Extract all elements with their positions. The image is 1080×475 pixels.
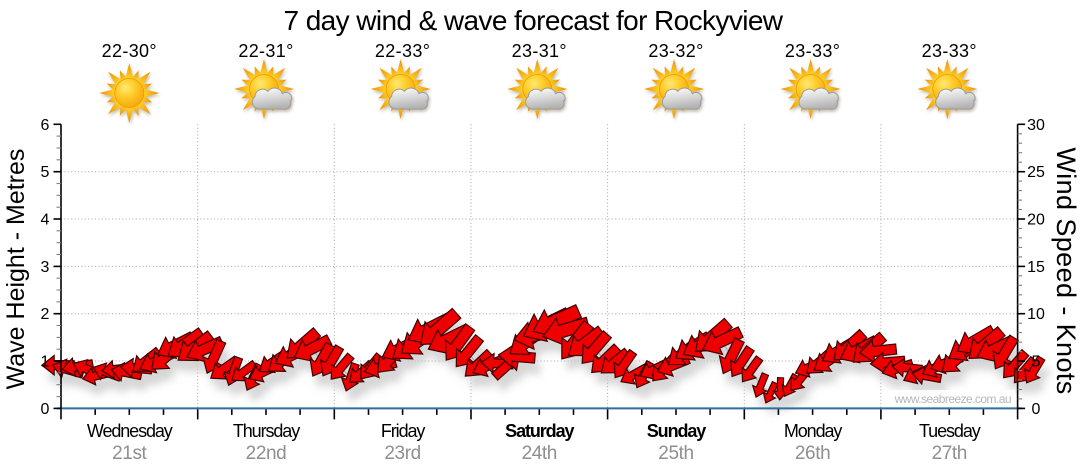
svg-text:20: 20 <box>1027 212 1045 229</box>
svg-text:2: 2 <box>41 306 50 323</box>
svg-text:23-32°: 23-32° <box>648 41 703 61</box>
svg-text:7 day wind & wave forecast for: 7 day wind & wave forecast for Rockyview <box>284 5 784 36</box>
svg-text:22nd: 22nd <box>246 443 287 464</box>
svg-text:22-33°: 22-33° <box>375 41 430 61</box>
svg-text:Thursday: Thursday <box>233 421 300 441</box>
svg-text:0: 0 <box>1032 401 1041 418</box>
svg-text:25: 25 <box>1027 164 1045 181</box>
svg-text:21st: 21st <box>112 443 147 464</box>
svg-text:5: 5 <box>41 164 50 181</box>
svg-text:30: 30 <box>1027 117 1045 134</box>
svg-text:22-31°: 22-31° <box>238 41 293 61</box>
svg-text:6: 6 <box>41 117 50 134</box>
svg-text:23-31°: 23-31° <box>512 41 567 61</box>
svg-text:Wednesday: Wednesday <box>87 421 173 441</box>
svg-text:Wind Speed - Knots: Wind Speed - Knots <box>1051 147 1080 394</box>
svg-text:Saturday: Saturday <box>505 421 574 441</box>
svg-text:10: 10 <box>1027 306 1045 323</box>
svg-text:Friday: Friday <box>381 421 426 441</box>
svg-text:23-33°: 23-33° <box>785 41 840 61</box>
svg-text:26th: 26th <box>795 443 830 464</box>
svg-text:23rd: 23rd <box>384 443 420 464</box>
svg-text:5: 5 <box>1032 354 1041 371</box>
svg-text:1: 1 <box>41 354 50 371</box>
svg-text:www.seabreeze.com.au: www.seabreeze.com.au <box>894 392 1011 406</box>
svg-text:24th: 24th <box>522 443 557 464</box>
svg-text:15: 15 <box>1027 259 1045 276</box>
svg-text:4: 4 <box>41 212 50 229</box>
svg-text:Tuesday: Tuesday <box>919 421 981 441</box>
svg-text:23-33°: 23-33° <box>922 41 977 61</box>
svg-text:3: 3 <box>41 259 50 276</box>
svg-text:22-30°: 22-30° <box>102 41 157 61</box>
svg-text:27th: 27th <box>932 443 967 464</box>
svg-text:Wave Height - Metres: Wave Height - Metres <box>2 149 30 390</box>
svg-text:Monday: Monday <box>784 421 843 441</box>
svg-text:Sunday: Sunday <box>647 421 707 441</box>
svg-text:25th: 25th <box>658 443 693 464</box>
svg-text:0: 0 <box>41 401 50 418</box>
